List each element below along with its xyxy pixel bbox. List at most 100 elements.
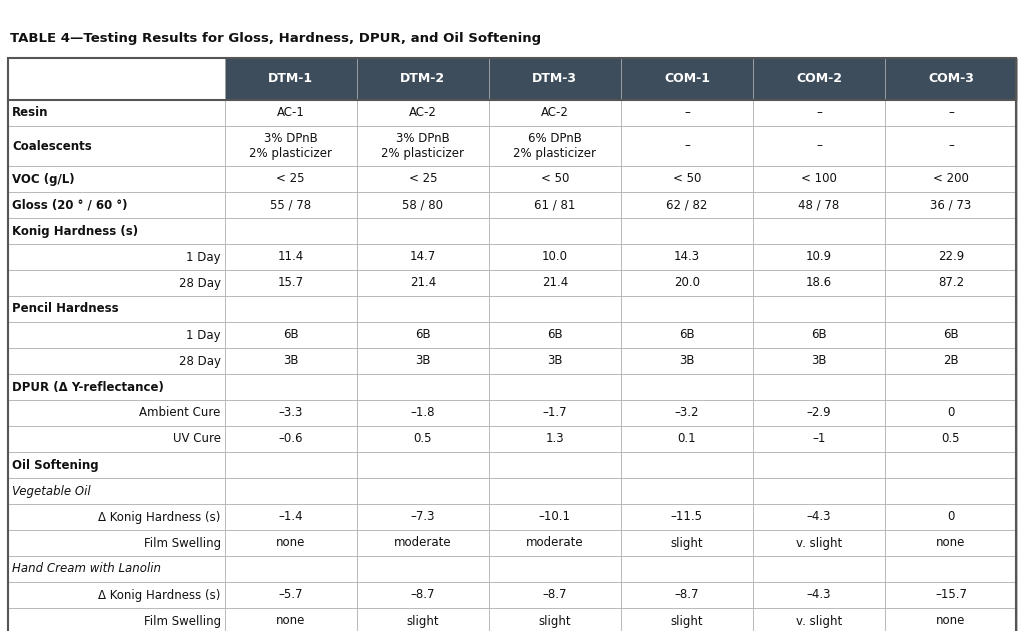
Text: –8.7: –8.7 [411, 589, 435, 601]
Text: slight: slight [407, 615, 439, 627]
Bar [753, 374, 885, 400]
Text: COM-3: COM-3 [928, 73, 974, 85]
Text: 0: 0 [947, 406, 954, 420]
Text: 6% DPnB
2% plasticizer: 6% DPnB 2% plasticizer [513, 132, 596, 160]
Text: 21.4: 21.4 [542, 276, 568, 290]
Text: v. slight: v. slight [796, 536, 842, 550]
Bar [488, 556, 621, 582]
Text: Δ Konig Hardness (s): Δ Konig Hardness (s) [98, 589, 221, 601]
Text: COM-1: COM-1 [664, 73, 710, 85]
Text: –2.9: –2.9 [807, 406, 831, 420]
Text: 0.5: 0.5 [942, 432, 961, 445]
Bar [621, 426, 753, 452]
Text: slight: slight [671, 615, 703, 627]
Bar [8, 322, 224, 348]
Text: 1 Day: 1 Day [186, 329, 221, 341]
Text: Oil Softening: Oil Softening [12, 459, 98, 471]
Text: 61 / 81: 61 / 81 [535, 199, 575, 211]
Bar [488, 296, 621, 322]
Text: < 50: < 50 [541, 172, 569, 186]
Text: AC-1: AC-1 [276, 107, 305, 119]
Bar [885, 270, 1017, 296]
Text: –15.7: –15.7 [935, 589, 967, 601]
Bar [488, 100, 621, 126]
Text: 6B: 6B [415, 329, 431, 341]
Bar [356, 452, 488, 478]
Bar [621, 244, 753, 270]
Text: 14.3: 14.3 [674, 251, 700, 264]
Text: 3% DPnB
2% plasticizer: 3% DPnB 2% plasticizer [381, 132, 464, 160]
Bar [621, 608, 753, 631]
Bar [8, 192, 224, 218]
Text: 15.7: 15.7 [278, 276, 304, 290]
Bar [885, 530, 1017, 556]
Text: 28 Day: 28 Day [179, 355, 221, 367]
Bar [8, 426, 224, 452]
Bar [621, 166, 753, 192]
Bar [356, 192, 488, 218]
Text: 18.6: 18.6 [806, 276, 831, 290]
Bar [356, 556, 488, 582]
Text: < 100: < 100 [801, 172, 837, 186]
Bar [356, 478, 488, 504]
Text: Konig Hardness (s): Konig Hardness (s) [12, 225, 138, 237]
Bar [8, 296, 224, 322]
Text: 62 / 82: 62 / 82 [667, 199, 708, 211]
Bar [488, 270, 621, 296]
Bar [8, 400, 224, 426]
Text: –1.7: –1.7 [543, 406, 567, 420]
Text: DTM-2: DTM-2 [400, 73, 445, 85]
Bar [488, 126, 621, 166]
Text: < 25: < 25 [276, 172, 305, 186]
Bar [753, 270, 885, 296]
Bar [885, 166, 1017, 192]
Bar [885, 192, 1017, 218]
Bar [885, 582, 1017, 608]
Text: Pencil Hardness: Pencil Hardness [12, 302, 119, 316]
Bar [224, 608, 356, 631]
Text: 0.5: 0.5 [414, 432, 432, 445]
Bar [885, 400, 1017, 426]
Text: Film Swelling: Film Swelling [143, 536, 221, 550]
Bar [885, 478, 1017, 504]
Bar [356, 270, 488, 296]
Bar [8, 608, 224, 631]
Bar [8, 100, 224, 126]
Bar [224, 270, 356, 296]
Bar [356, 322, 488, 348]
Bar [8, 478, 224, 504]
Text: –1: –1 [812, 432, 825, 445]
Bar [621, 504, 753, 530]
Text: 36 / 73: 36 / 73 [931, 199, 972, 211]
Bar [356, 100, 488, 126]
Bar [753, 608, 885, 631]
Bar [356, 348, 488, 374]
Bar [621, 270, 753, 296]
Bar [621, 374, 753, 400]
Text: 1.3: 1.3 [546, 432, 564, 445]
Bar [753, 504, 885, 530]
Text: –1.4: –1.4 [279, 510, 303, 524]
Text: Δ Konig Hardness (s): Δ Konig Hardness (s) [98, 510, 221, 524]
Text: 6B: 6B [811, 329, 826, 341]
Bar [488, 348, 621, 374]
Text: 10.0: 10.0 [542, 251, 568, 264]
Text: 0.1: 0.1 [678, 432, 696, 445]
Bar [885, 556, 1017, 582]
Bar [885, 608, 1017, 631]
Text: 2B: 2B [943, 355, 958, 367]
Bar [224, 452, 356, 478]
Text: 14.7: 14.7 [410, 251, 436, 264]
Bar [224, 58, 356, 100]
Bar [224, 478, 356, 504]
Bar [621, 582, 753, 608]
Bar [885, 218, 1017, 244]
Bar [488, 478, 621, 504]
Text: AC-2: AC-2 [541, 107, 568, 119]
Bar [356, 608, 488, 631]
Bar [885, 100, 1017, 126]
Text: slight: slight [671, 536, 703, 550]
Text: 58 / 80: 58 / 80 [402, 199, 443, 211]
Text: Film Swelling: Film Swelling [143, 615, 221, 627]
Bar [488, 400, 621, 426]
